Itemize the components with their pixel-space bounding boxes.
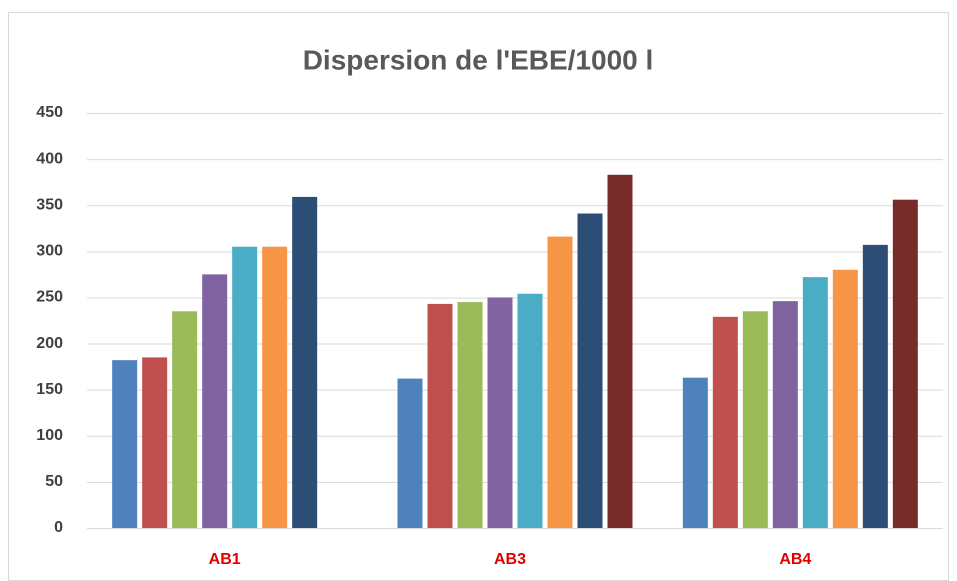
bar [397,378,423,528]
y-tick-label: 0 [54,519,63,536]
bar [832,269,858,528]
y-tick-label: 150 [36,381,63,398]
bar [517,293,543,528]
y-tick-label: 400 [36,150,63,167]
y-tick-label: 250 [36,289,63,306]
y-tick-label: 50 [45,473,63,490]
bar [142,357,168,528]
bar [892,199,918,528]
bar [742,311,768,528]
bar [712,316,738,528]
y-tick-label: 300 [36,243,63,260]
bar [547,236,573,529]
bar [457,302,483,528]
bar [427,303,453,528]
x-tick-label: AB3 [494,551,526,568]
bar [682,377,708,528]
y-tick-label: 350 [36,196,63,213]
y-tick-label: 200 [36,335,63,352]
bar [802,277,828,528]
bar [772,301,798,528]
bar [262,246,288,528]
bar [577,213,603,528]
chart-title: Dispersion de l'EBE/1000 l [303,44,654,75]
x-tick-label: AB4 [779,551,811,568]
bar [292,196,318,528]
bar [112,360,138,528]
y-tick-label: 450 [36,104,63,121]
bar [607,174,633,529]
y-tick-label: 100 [36,427,63,444]
bar [232,246,258,528]
bar [487,297,513,528]
x-tick-label: AB1 [209,551,241,568]
bar [172,311,198,528]
bar [862,244,888,528]
bar [202,274,228,528]
